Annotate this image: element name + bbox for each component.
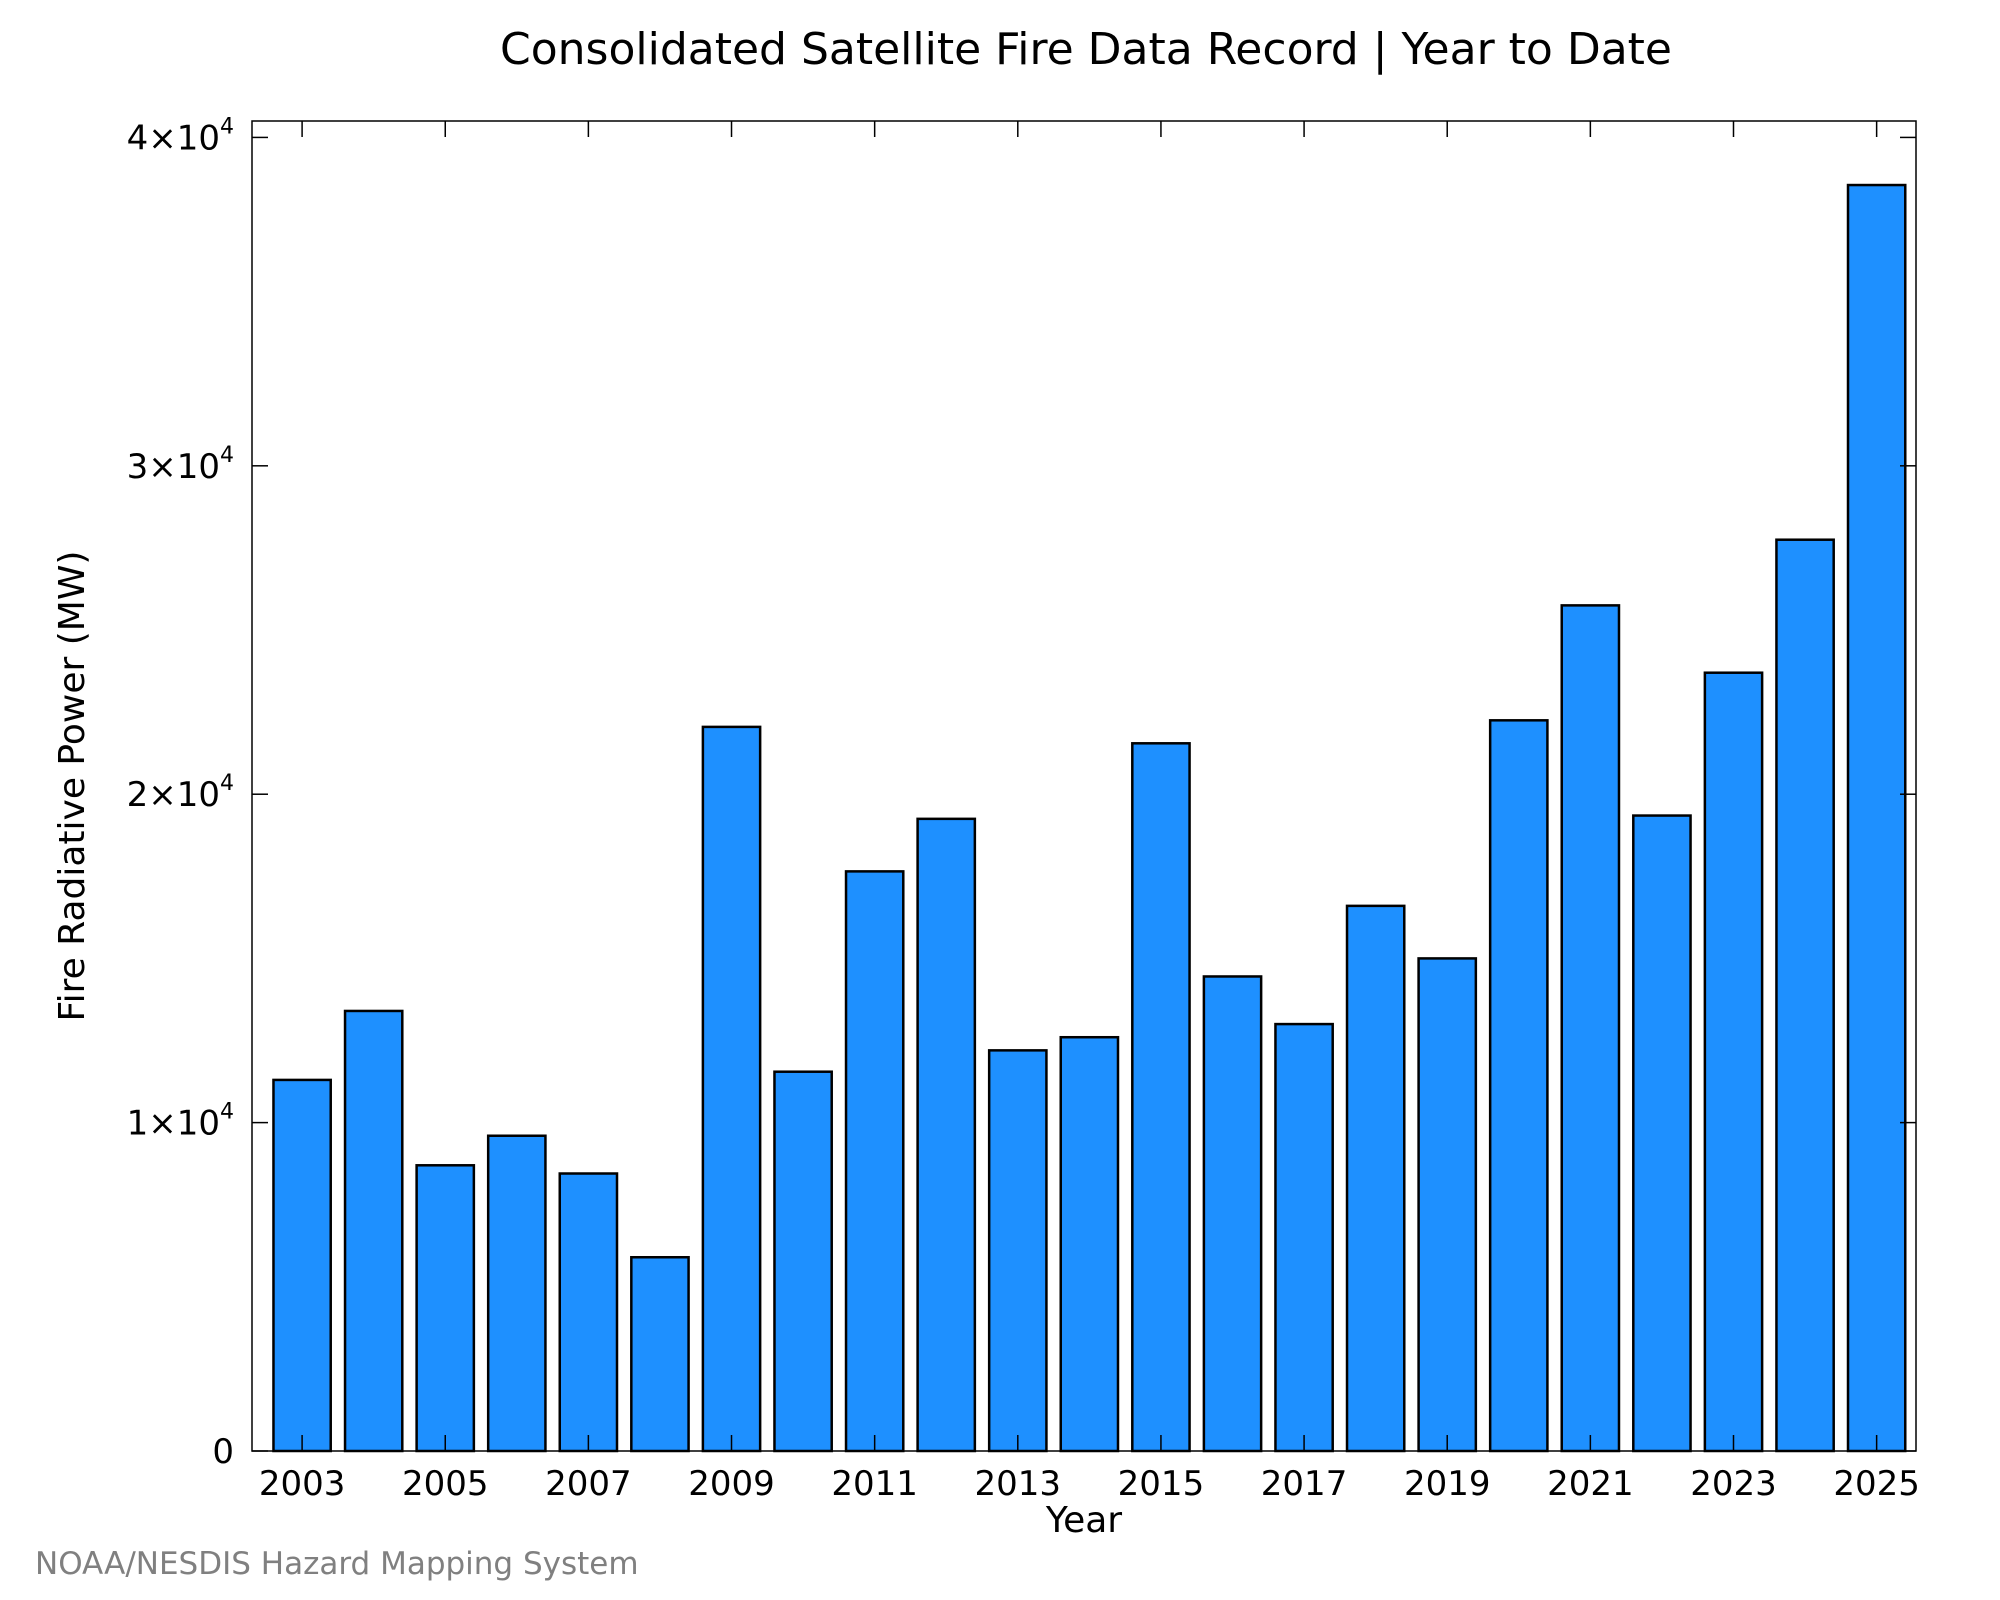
x-tick-label-2011: 2011 <box>831 1464 918 1504</box>
x-tick-label-2017: 2017 <box>1261 1464 1348 1504</box>
bar-2008 <box>630 1255 690 1453</box>
bar-2012 <box>916 817 977 1453</box>
bar-2016 <box>1202 975 1263 1453</box>
x-axis-label: Year <box>1045 1500 1122 1541</box>
y-axis-label: Fire Radiative Power (MW) <box>52 551 93 1022</box>
bar-2019 <box>1417 957 1478 1453</box>
y-tick-label-20000: 2×104 <box>127 771 234 815</box>
bar-2009 <box>701 725 762 1453</box>
bar-2010 <box>773 1070 833 1453</box>
x-tick-label-2009: 2009 <box>688 1464 775 1504</box>
bar-2017 <box>1274 1022 1334 1453</box>
bar-2022 <box>1632 814 1692 1453</box>
x-ticks-layer: 2003 2005 2007 2009 2011 2013 2015 2017 2019 2021… <box>259 121 1920 1504</box>
bar-2020 <box>1488 719 1549 1453</box>
credit-text: NOAA/NESDIS Hazard Mapping System <box>35 1546 639 1582</box>
bar-2024 <box>1775 538 1835 1453</box>
bar-2011 <box>844 870 905 1453</box>
x-tick-label-2007: 2007 <box>545 1464 632 1504</box>
bar-2025 <box>1846 183 1907 1453</box>
plot-frame <box>251 120 1917 1452</box>
x-tick-label-2021: 2021 <box>1547 1464 1634 1504</box>
y-ticks-layer: 0 1×104 2×104 3×104 4×104 <box>127 114 1916 1472</box>
x-tick-label-2015: 2015 <box>1118 1464 1205 1504</box>
y-tick-label-40000: 4×104 <box>127 114 234 158</box>
x-tick-label-2025: 2025 <box>1833 1464 1920 1504</box>
y-tick-label-30000: 3×104 <box>127 443 234 487</box>
chart-title: Consolidated Satellite Fire Data Record … <box>500 24 1672 75</box>
x-tick-label-2023: 2023 <box>1690 1464 1777 1504</box>
bar-2006 <box>486 1134 547 1453</box>
y-tick-label-0: 0 <box>212 1432 234 1472</box>
bar-2023 <box>1703 671 1764 1453</box>
y-tick-label-10000: 1×104 <box>127 1100 234 1144</box>
x-tick-label-2019: 2019 <box>1404 1464 1491 1504</box>
bar-2003 <box>272 1078 332 1453</box>
x-tick-label-2003: 2003 <box>259 1464 346 1504</box>
bar-2004 <box>343 1009 404 1453</box>
x-tick-label-2013: 2013 <box>975 1464 1062 1504</box>
x-tick-label-2005: 2005 <box>402 1464 489 1504</box>
bar-2015 <box>1131 742 1191 1453</box>
bars-layer <box>272 183 1907 1453</box>
bar-2018 <box>1345 904 1406 1453</box>
bar-2013 <box>987 1049 1048 1453</box>
bar-2005 <box>415 1164 476 1453</box>
bar-2021 <box>1560 604 1621 1453</box>
bar-2007 <box>558 1172 619 1453</box>
bar-2014 <box>1059 1035 1120 1453</box>
